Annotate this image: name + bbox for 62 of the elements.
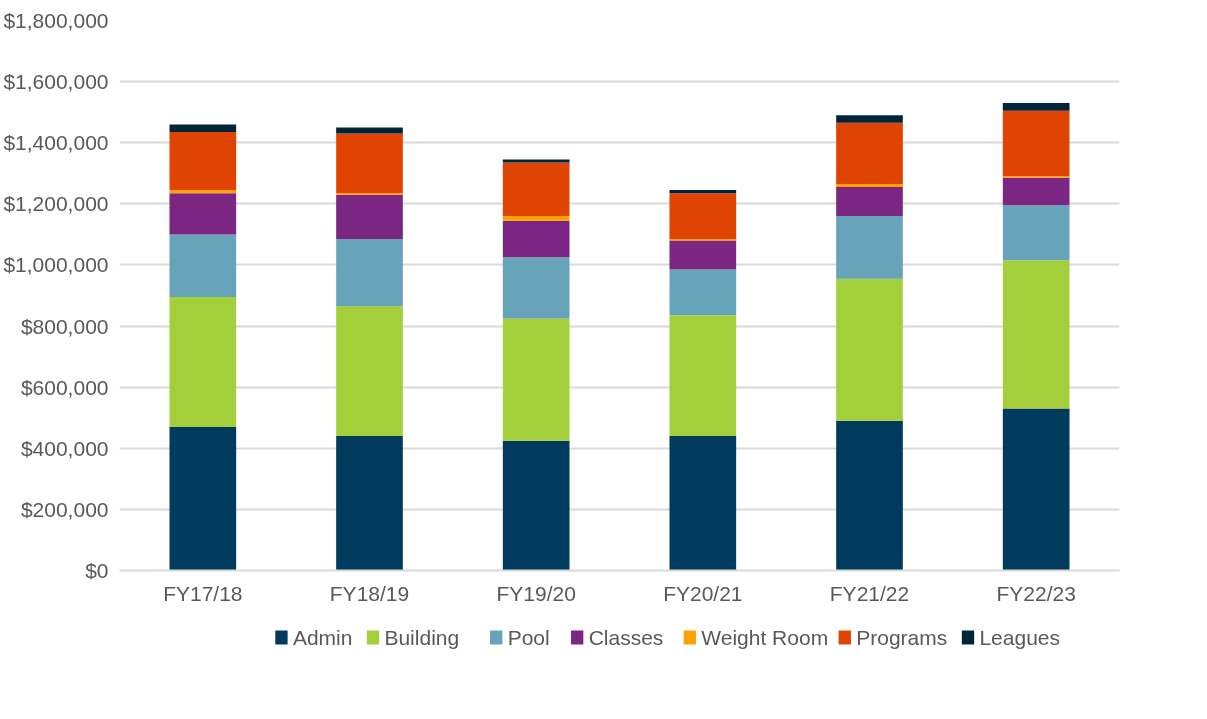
bar: [669, 193, 737, 239]
bar: [836, 187, 903, 217]
legend-label: Programs: [856, 626, 948, 649]
bar: [669, 315, 737, 437]
bar: [836, 122, 903, 184]
bar: [502, 220, 570, 258]
bar: [336, 238, 403, 307]
bar: [669, 240, 737, 270]
x-tick-label: FY17/18: [163, 581, 243, 605]
bar: [336, 127, 403, 134]
bar: [502, 159, 570, 163]
bar: [169, 124, 237, 133]
bar: [1002, 260, 1070, 409]
y-tick-label: $0: [85, 559, 109, 582]
bar: [502, 257, 570, 319]
bar: [169, 426, 237, 571]
bar: [169, 193, 237, 235]
y-tick-label: $800,000: [20, 314, 109, 338]
y-tick-label: $1,800,000: [3, 9, 109, 32]
y-tick-label: $1,000,000: [3, 253, 109, 277]
bar: [1002, 205, 1070, 261]
x-tick-label: FY18/19: [329, 581, 410, 605]
legend-label: Leagues: [979, 626, 1061, 649]
bar: [836, 420, 903, 571]
bar: [836, 278, 903, 421]
y-tick-label: $1,600,000: [3, 70, 109, 94]
bar: [336, 306, 403, 437]
x-tick-label: FY21/22: [829, 581, 910, 605]
legend-label: Weight Room: [701, 626, 829, 649]
y-tick-label: $1,200,000: [3, 192, 109, 216]
x-tick-label: FY19/20: [496, 581, 576, 605]
bar: [502, 440, 570, 571]
bar: [1002, 408, 1070, 571]
y-tick-label: $1,400,000: [3, 131, 109, 155]
bar: [836, 183, 903, 188]
bar: [502, 318, 570, 441]
x-tick-label: FY20/21: [663, 581, 743, 605]
bar: [1002, 177, 1070, 206]
legend-label: Classes: [588, 626, 664, 649]
bar: [169, 190, 237, 194]
legend-label: Building: [384, 626, 460, 649]
bar: [836, 216, 903, 279]
bar: [669, 436, 737, 571]
bar: [669, 269, 737, 316]
legend-label: Admin: [292, 626, 353, 649]
bar: [169, 297, 237, 427]
y-tick-label: $200,000: [20, 497, 109, 521]
bar: [169, 132, 237, 191]
legend-label: Pool: [507, 626, 550, 649]
bar: [502, 162, 570, 217]
bar: [502, 216, 570, 221]
bar: [336, 194, 403, 239]
x-tick-label: FY22/23: [996, 581, 1076, 605]
bar: [336, 133, 403, 194]
bar: [336, 436, 403, 571]
bar: [836, 115, 903, 123]
bar: [669, 190, 737, 194]
y-tick-label: $600,000: [20, 375, 109, 399]
bar: [1002, 110, 1070, 177]
y-tick-label: $400,000: [20, 436, 109, 460]
bar: [169, 234, 237, 298]
bar: [1002, 103, 1070, 111]
